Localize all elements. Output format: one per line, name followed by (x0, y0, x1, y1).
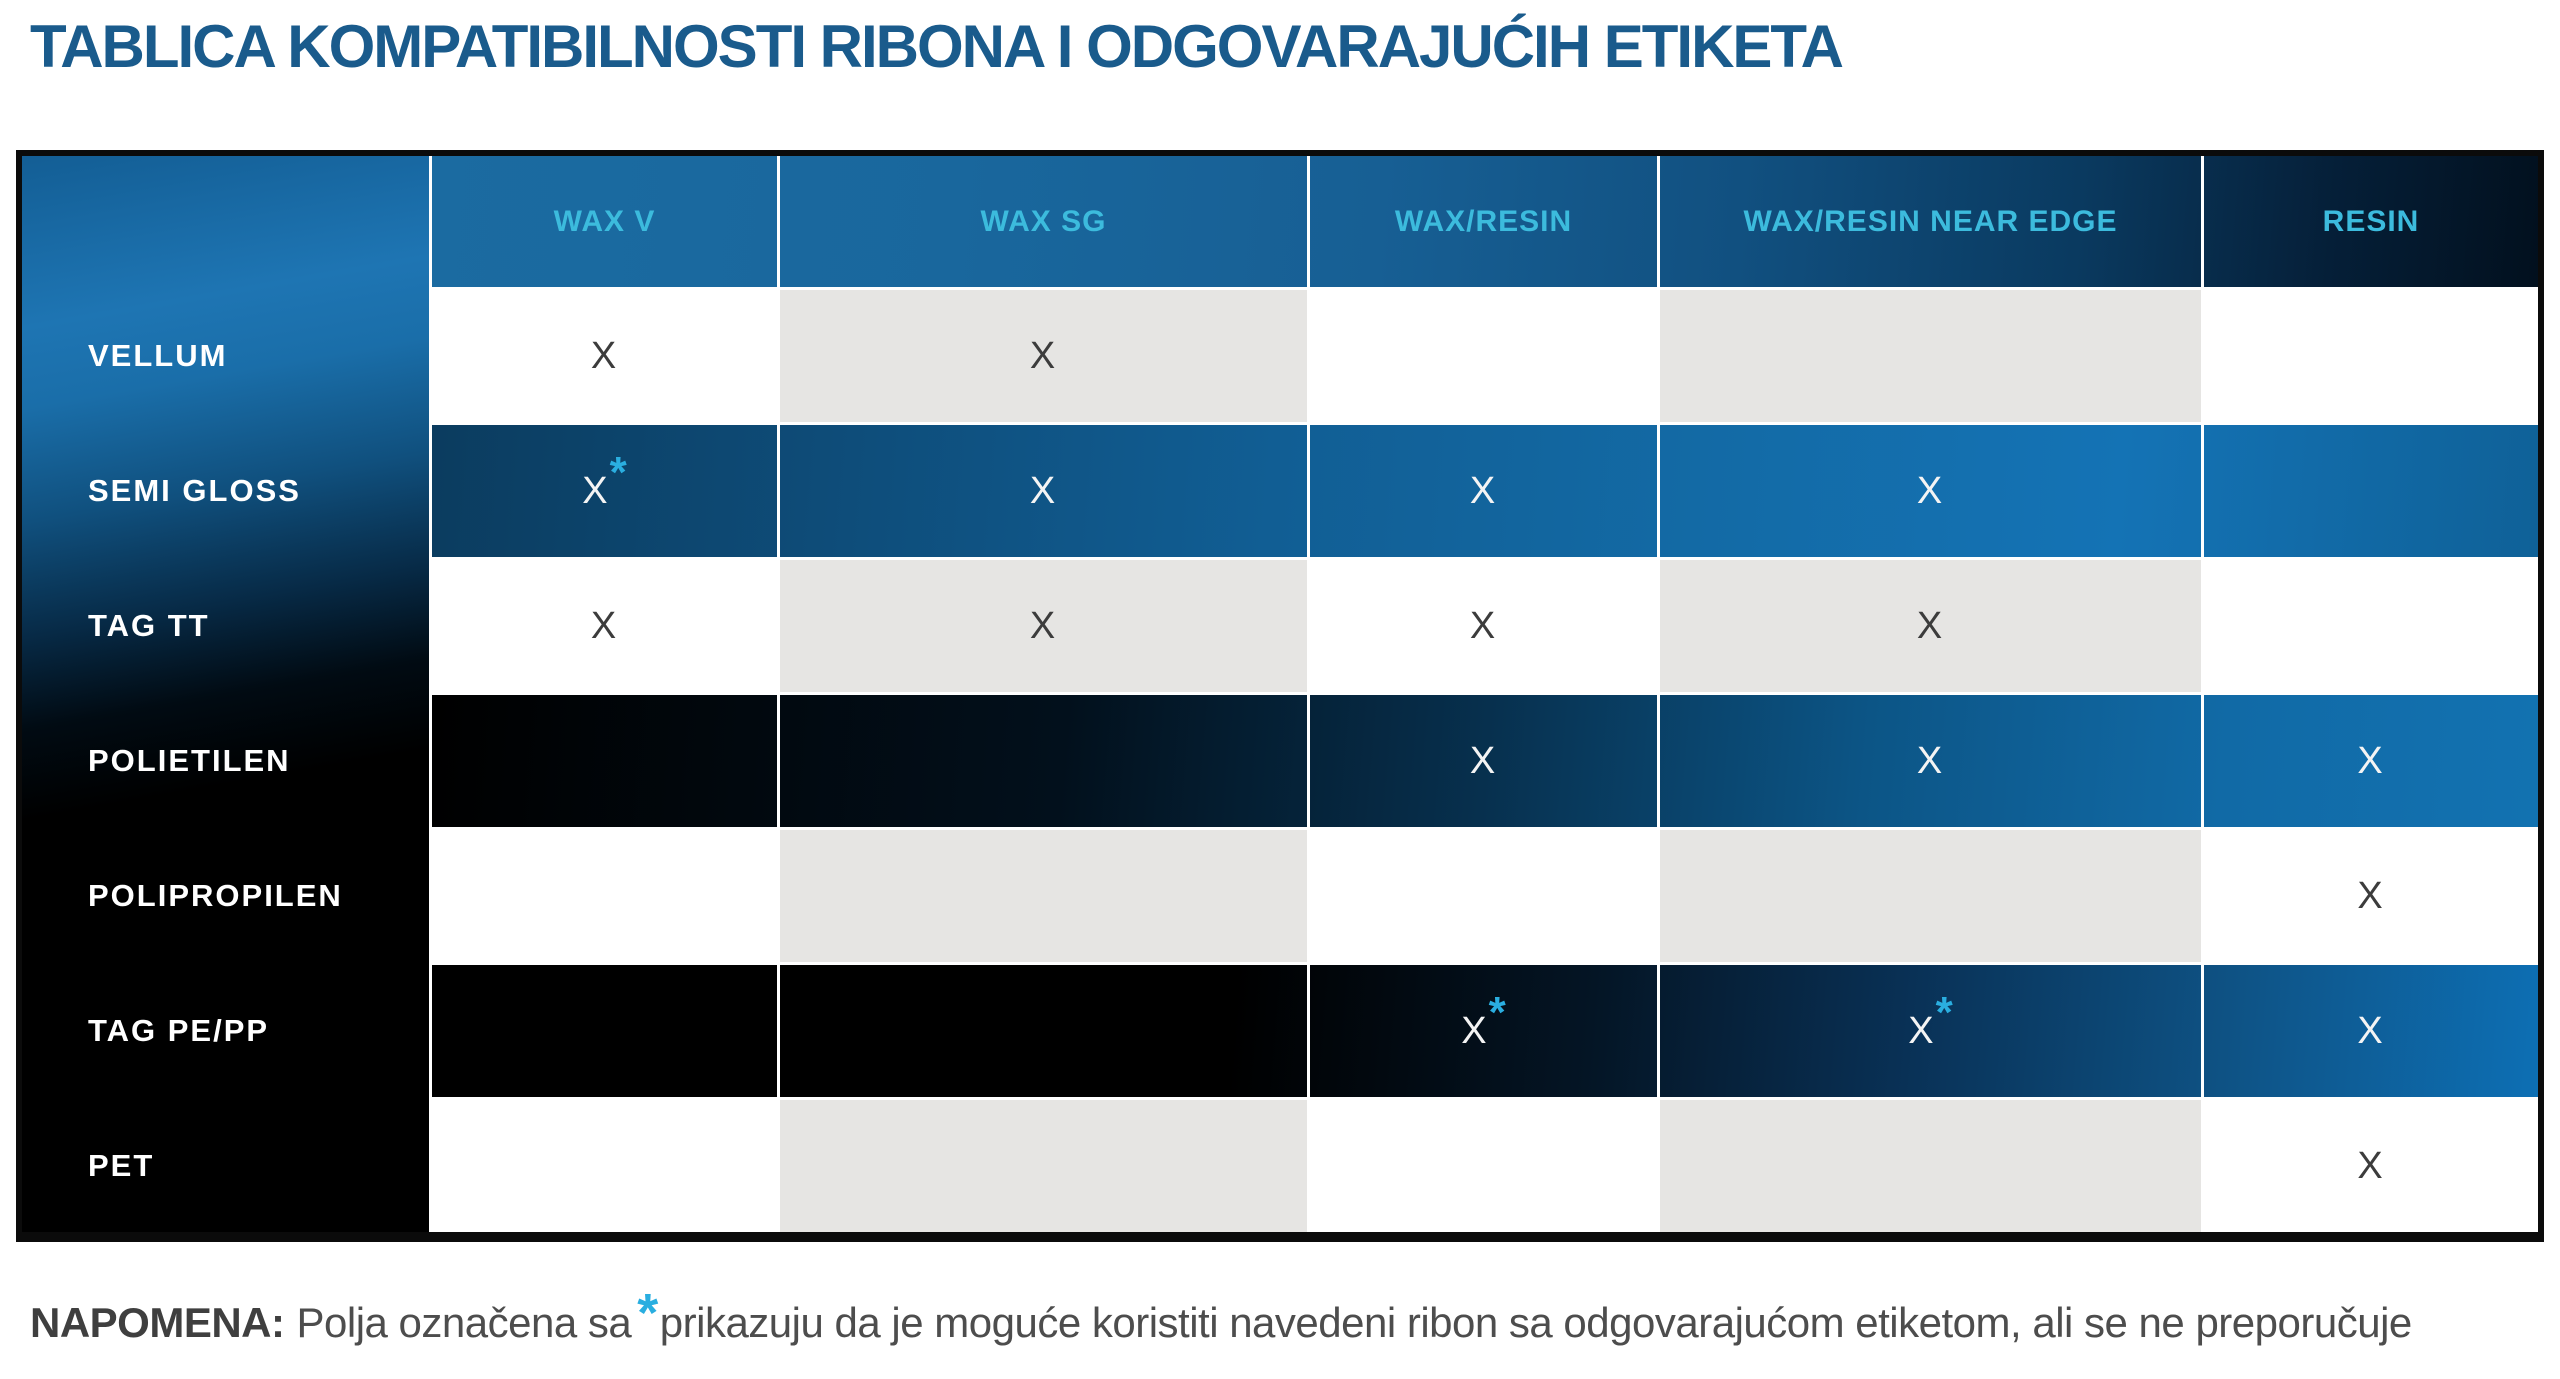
table-cell (777, 1100, 1307, 1232)
x-mark: X (590, 605, 617, 647)
table-cell: X (2201, 830, 2538, 962)
table-cell (432, 1100, 777, 1232)
x-mark: X (2357, 1010, 2383, 1052)
header-row: WAX V WAX SG WAX/RESIN WAX/RESIN NEAR ED… (432, 156, 2538, 287)
table-cell (1307, 290, 1657, 422)
table-cell: X (2201, 695, 2538, 827)
x-mark: X (1469, 470, 1496, 512)
footnote-star-icon: * (637, 1283, 658, 1343)
table-cell (2201, 560, 2538, 692)
table-cell: X (1657, 695, 2201, 827)
x-mark: X (2357, 1145, 2383, 1187)
table-cell: X (432, 290, 777, 422)
x-mark: X (1916, 470, 1943, 512)
x-mark: X (590, 335, 617, 377)
table-cell: X (432, 560, 777, 692)
table-cell (777, 695, 1307, 827)
table-row-polietilen: X X X (432, 695, 2538, 827)
x-mark: X (1469, 740, 1496, 782)
table-body: WAX V WAX SG WAX/RESIN WAX/RESIN NEAR ED… (432, 156, 2538, 1232)
table-cell: X (1657, 560, 2201, 692)
x-mark: X (1916, 605, 1943, 647)
table-row-polipropilen: X (432, 830, 2538, 962)
table-cell (1657, 830, 2201, 962)
x-mark: X (2357, 740, 2383, 782)
corner-cell (22, 156, 429, 287)
table-cell: X (777, 425, 1307, 557)
table-cell (1307, 830, 1657, 962)
x-mark: X (1029, 335, 1056, 377)
table-cell (1657, 1100, 2201, 1232)
table-cell (2201, 290, 2538, 422)
footnote-text-after: prikazuju da je moguće koristiti naveden… (659, 1299, 2413, 1346)
column-header-wax-v: WAX V (553, 204, 656, 238)
row-label-polietilen: POLIETILEN (88, 743, 291, 778)
footnote: NAPOMENA: Polja označena sa *prikazuju da … (30, 1283, 2413, 1350)
table-cell: X (1307, 560, 1657, 692)
table-row-tag-tt: X X X X (432, 560, 2538, 692)
x-mark: X (1908, 1010, 1934, 1052)
table-cell: X (1307, 425, 1657, 557)
table-row-tag-pe-pp: X* X* X (432, 965, 2538, 1097)
footnote-label: NAPOMENA: (30, 1299, 285, 1346)
table-cell: X* (1657, 965, 2201, 1097)
table-cell: X (1657, 425, 2201, 557)
row-label-column: VELLUM SEMI GLOSS TAG TT POLIETILEN POLI… (22, 156, 432, 1232)
column-header-resin: RESIN (2201, 156, 2538, 287)
star-mark: * (1935, 988, 1953, 1037)
compatibility-table: VELLUM SEMI GLOSS TAG TT POLIETILEN POLI… (16, 150, 2544, 1242)
table-row-pet: X (432, 1100, 2538, 1232)
column-header-wax-resin-near-edge: WAX/RESIN NEAR EDGE (1657, 156, 2201, 287)
star-mark: * (609, 448, 627, 497)
row-label-pet: PET (88, 1148, 155, 1183)
star-mark: * (1488, 988, 1506, 1037)
table-row-vellum: X X (432, 290, 2538, 422)
row-label-tag-pe-pp: TAG PE/PP (88, 1013, 270, 1048)
x-mark: X (1469, 605, 1496, 647)
table-cell: X (777, 560, 1307, 692)
page-title: TABLICA KOMPATIBILNOSTI RIBONA I ODGOVAR… (30, 13, 1844, 80)
x-mark: X (1029, 470, 1056, 512)
table-cell (1307, 1100, 1657, 1232)
table-cell (432, 965, 777, 1097)
row-label-vellum: VELLUM (88, 338, 228, 373)
row-label-tag-tt: TAG TT (88, 608, 210, 643)
table-cell: X (1307, 695, 1657, 827)
x-mark: X (1916, 740, 1943, 782)
x-mark: X (1461, 1010, 1487, 1052)
table-cell: X (2201, 1100, 2538, 1232)
column-header-wax-sg: WAX SG (777, 156, 1307, 287)
footnote-text-before: Polja označena sa (296, 1299, 632, 1346)
table-cell (2201, 425, 2538, 557)
x-mark: X (582, 470, 608, 512)
x-mark: X (2357, 875, 2383, 917)
table-cell (777, 830, 1307, 962)
table-cell: X (777, 290, 1307, 422)
column-header-wax-resin: WAX/RESIN (1307, 156, 1657, 287)
table-row-semi-gloss: X* X X X (432, 425, 2538, 557)
row-label-polipropilen: POLIPROPILEN (88, 878, 343, 913)
table-cell (432, 830, 777, 962)
table-cell (1657, 290, 2201, 422)
table-cell (432, 695, 777, 827)
table-cell (777, 965, 1307, 1097)
table-cell: X* (1307, 965, 1657, 1097)
table-cell: X (2201, 965, 2538, 1097)
x-mark: X (1029, 605, 1056, 647)
table-cell: X* (432, 425, 777, 557)
row-label-semi-gloss: SEMI GLOSS (88, 473, 301, 508)
